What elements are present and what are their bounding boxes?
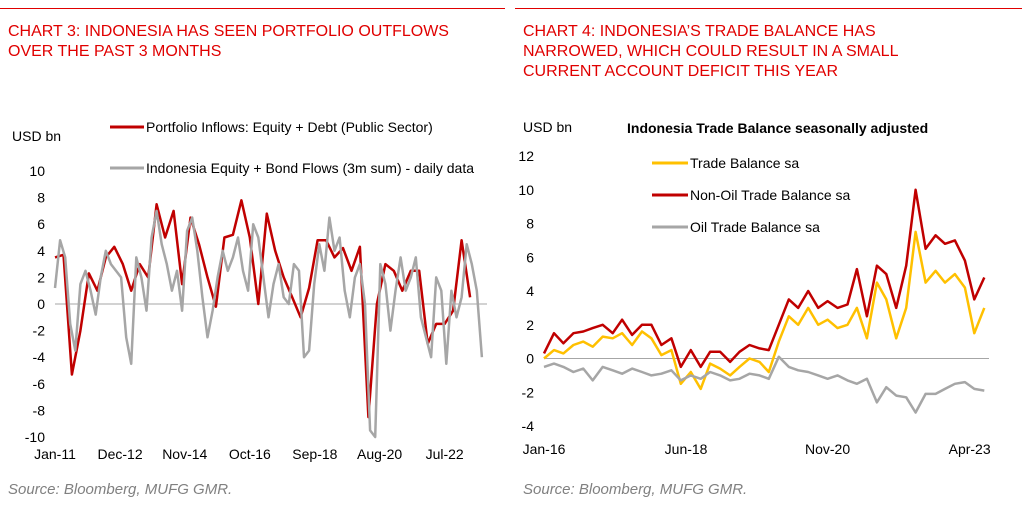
chart-inner-title: Indonesia Trade Balance seasonally adjus… (627, 120, 928, 136)
title-rule (0, 8, 505, 9)
y-tick-label: 12 (518, 148, 534, 164)
y-axis-label: USD bn (12, 128, 61, 144)
y-tick-label: 2 (37, 269, 45, 285)
y-tick-label: 4 (526, 283, 534, 299)
y-tick-label: -10 (25, 429, 45, 445)
series-line (54, 199, 472, 419)
chart-panel-left: CHART 3: INDONESIA HAS SEEN PORTFOLIO OU… (0, 0, 505, 518)
series-line (543, 230, 986, 391)
series-line (542, 188, 986, 369)
x-tick-label: Apr-23 (949, 441, 991, 457)
y-tick-label: -2 (522, 384, 535, 400)
y-tick-label: 0 (37, 296, 45, 312)
x-tick-label: Jun-18 (665, 441, 708, 457)
y-tick-label: 6 (37, 216, 45, 232)
y-tick-label: -6 (33, 376, 46, 392)
y-tick-label: -4 (33, 349, 46, 365)
y-tick-label: -4 (522, 418, 535, 434)
legend-label: Oil Trade Balance sa (690, 219, 820, 235)
line-chart-trade-balance: USD bn Indonesia Trade Balance seasonally… (518, 119, 991, 457)
y-tick-label: 6 (526, 249, 534, 265)
series-line (543, 355, 985, 414)
x-tick-label: Dec-12 (97, 446, 142, 462)
chart-title-line: CHART 4: INDONESIA’S TRADE BALANCE HAS (523, 23, 876, 40)
chart-title-line: NARROWED, WHICH COULD RESULT IN A SMALL (523, 43, 899, 60)
chart-title-line: CHART 3: INDONESIA HAS SEEN PORTFOLIO OU… (8, 23, 449, 40)
y-tick-label: 8 (37, 190, 45, 206)
x-tick-label: Nov-14 (162, 446, 207, 462)
x-tick-label: Nov-20 (805, 441, 850, 457)
series-line (53, 209, 484, 439)
y-tick-label: 0 (526, 351, 534, 367)
title-rule (515, 8, 1022, 9)
x-tick-label: Oct-16 (229, 446, 271, 462)
chart-title-line: OVER THE PAST 3 MONTHS (8, 43, 222, 60)
x-tick-label: Aug-20 (357, 446, 402, 462)
chart-title: CHART 4: INDONESIA’S TRADE BALANCE HAS N… (523, 22, 1022, 82)
y-tick-label: -2 (33, 323, 46, 339)
legend-label: Portfolio Inflows: Equity + Debt (Public… (146, 119, 433, 135)
y-tick-label: -8 (33, 402, 46, 418)
legend-label: Non-Oil Trade Balance sa (690, 187, 851, 203)
chart-title-line: CURRENT ACCOUNT DEFICIT THIS YEAR (523, 63, 839, 80)
y-tick-label: 10 (518, 182, 534, 198)
x-tick-label: Jul-22 (426, 446, 464, 462)
chart-title: CHART 3: INDONESIA HAS SEEN PORTFOLIO OU… (8, 22, 505, 62)
legend-label: Indonesia Equity + Bond Flows (3m sum) -… (146, 160, 474, 176)
y-tick-label: 4 (37, 243, 45, 259)
y-tick-label: 8 (526, 216, 534, 232)
source-note: Source: Bloomberg, MUFG GMR. (8, 481, 233, 498)
x-tick-label: Sep-18 (292, 446, 337, 462)
y-axis-label: USD bn (523, 119, 572, 135)
x-tick-label: Jan-11 (34, 446, 76, 462)
legend-label: Trade Balance sa (690, 155, 799, 171)
y-tick-label: 10 (29, 163, 45, 179)
x-tick-label: Jan-16 (523, 441, 566, 457)
source-note: Source: Bloomberg, MUFG GMR. (523, 481, 748, 498)
chart-panel-right: CHART 4: INDONESIA’S TRADE BALANCE HAS N… (515, 0, 1022, 518)
y-tick-label: 2 (526, 317, 534, 333)
